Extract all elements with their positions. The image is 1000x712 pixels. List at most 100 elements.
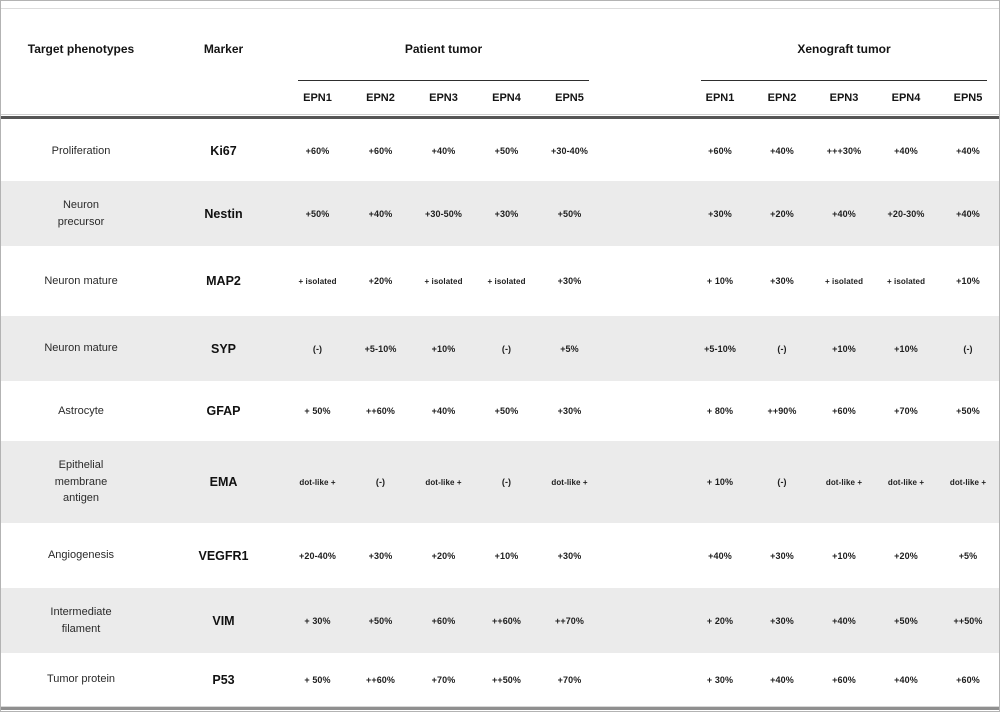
table-row: Intermediate filament VIM + 30% +50% +60… [1,588,999,653]
table-row: Neuron mature SYP (-) +5-10% +10% (-) +5… [1,316,999,381]
value-cell: +5-10% [364,343,397,354]
value-cell: +50% [494,406,519,416]
value-cell: (-) [375,477,386,487]
marker-cell: SYP [210,341,236,356]
marker-cell: VIM [212,613,235,628]
value-cell: +70% [894,406,918,416]
value-cell: ++50% [953,615,983,626]
table-header: Target phenotypes Marker Patient tumor X… [1,9,999,114]
table-row: Epithelial membrane antigen EMA dot-like… [1,441,999,523]
value-cell: +40% [894,146,918,156]
value-cell: +10% [832,343,856,354]
value-cell: + 50% [304,406,331,416]
header-body-divider [1,114,999,121]
value-cell: +60% [708,146,732,156]
value-cell: ++60% [365,674,396,685]
value-cell: + isolated [298,276,337,286]
group-spacer [601,316,689,381]
value-cell: +10% [956,276,980,286]
value-cell: +10% [431,343,456,354]
value-cell: dot-like + [425,477,462,487]
value-cell: +20% [431,550,456,561]
value-cell: (-) [963,343,973,354]
patient-tumor-header: Patient tumor [404,42,483,56]
value-cell: + 30% [706,674,734,685]
value-cell: +5% [958,550,978,561]
epn-header: EPN2 [767,91,797,104]
value-cell: + isolated [886,276,926,286]
value-cell: +30% [368,550,393,561]
patient-group-underline [298,80,589,81]
table-row: Neuron precursor Nestin +50% +40% +30-50… [1,181,999,246]
value-cell: + 50% [304,674,331,685]
value-cell: +10% [894,343,918,354]
phenotype-cell: Angiogenesis [47,549,115,562]
value-cell: + isolated [424,276,463,286]
group-spacer [601,181,689,246]
value-cell: +30% [770,550,794,561]
value-cell: +40% [956,208,980,219]
value-cell: +60% [305,146,330,156]
value-cell: +50% [557,208,582,219]
value-cell: +60% [832,406,856,416]
group-spacer [601,121,689,181]
value-cell: + 80% [706,406,734,416]
value-cell: dot-like + [887,477,925,487]
group-spacer [601,246,689,316]
value-cell: +30% [770,276,794,286]
epn-header: EPN4 [492,91,521,104]
group-header-row: Target phenotypes Marker Patient tumor X… [1,9,999,71]
phenotype-cell: Tumor protein [46,673,116,686]
value-cell: +60% [956,674,980,685]
value-cell: dot-like + [949,477,987,487]
value-cell: +40% [368,208,393,219]
epn-header: EPN5 [953,91,983,104]
value-cell: +30-40% [551,146,588,156]
value-cell: +60% [368,146,393,156]
value-cell: +60% [832,674,856,685]
epn-header: EPN1 [303,91,332,104]
value-cell: (-) [777,343,787,354]
marker-cell: EMA [209,475,238,489]
phenotype-cell: Astrocyte [58,404,104,417]
group-spacer [601,381,689,441]
epn-header-row: EPN1 EPN2 EPN3 EPN4 EPN5 EPN1 EPN2 EPN3 … [1,71,999,114]
value-cell: +30% [557,550,582,561]
value-cell: (-) [501,477,512,487]
value-cell: +70% [557,674,582,685]
value-cell: +40% [832,615,856,626]
value-cell: +40% [708,550,732,561]
phenotype-cell: Neuron mature [44,342,118,355]
value-cell: +5-10% [704,343,736,354]
group-spacer [601,523,689,588]
value-cell: +50% [894,615,918,626]
marker-header: Marker [203,42,244,56]
value-cell: +50% [368,615,393,626]
epn-header: EPN5 [555,91,584,104]
value-cell: (-) [312,343,323,354]
epn-header: EPN2 [366,91,395,104]
marker-cell: GFAP [206,404,241,418]
epn-header: EPN4 [891,91,921,104]
value-cell: +10% [494,550,519,561]
phenotype-cell: Epithelial membrane antigen [54,459,108,505]
phenotype-cell: Proliferation [51,144,111,157]
value-cell: (-) [501,343,512,354]
value-cell: +50% [494,146,519,156]
value-cell: +40% [894,674,918,685]
value-cell: + 20% [706,615,734,626]
value-cell: ++70% [554,615,585,626]
epn-header: EPN3 [429,91,458,104]
marker-cell: Ki67 [210,144,237,158]
value-cell: +50% [305,208,330,219]
value-cell: +40% [956,146,980,156]
table-row: Astrocyte GFAP + 50% ++60% +40% +50% +30… [1,381,999,441]
value-cell: +40% [770,674,794,685]
value-cell: ++90% [767,406,797,416]
value-cell: (-) [777,477,787,487]
value-cell: dot-like + [825,477,863,487]
value-cell: dot-like + [551,477,588,487]
value-cell: +20% [368,276,393,286]
value-cell: + 10% [706,276,734,286]
